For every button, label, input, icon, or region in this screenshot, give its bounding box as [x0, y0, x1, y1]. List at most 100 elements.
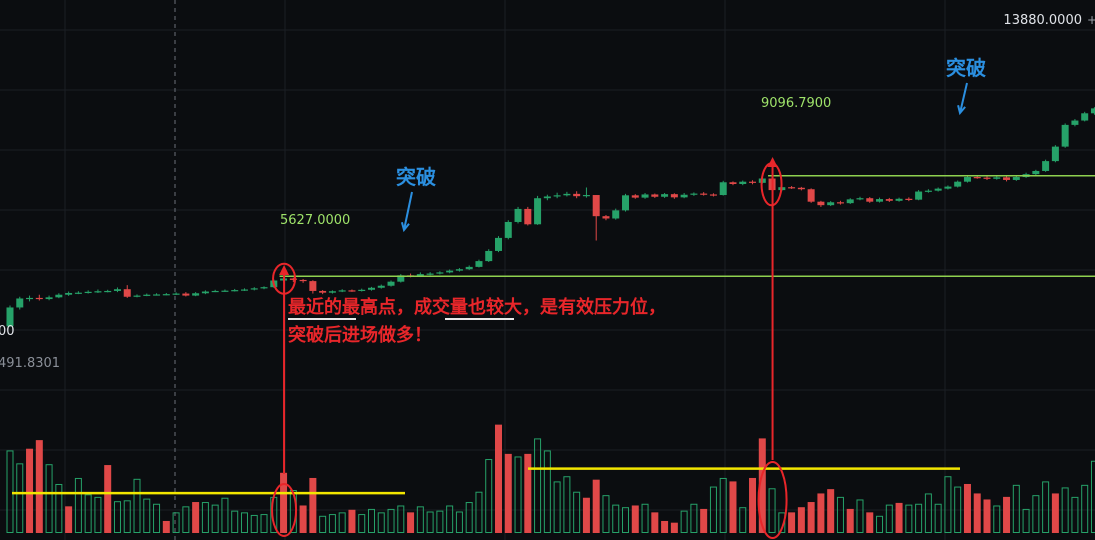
volume-bar	[26, 448, 34, 533]
left-price-label-2: 491.8301	[0, 356, 60, 371]
breakout-label-2: 突破	[946, 56, 986, 80]
volume-bar	[582, 497, 590, 533]
candle-body	[582, 195, 590, 197]
candle-body	[514, 208, 522, 222]
volume-bar	[905, 504, 913, 533]
volume-bar	[231, 510, 239, 534]
candle-body	[74, 292, 82, 294]
candle-body	[905, 198, 913, 200]
volume-bar	[514, 456, 522, 533]
volume-bar	[367, 508, 375, 534]
breakout-arrow-1-head	[400, 222, 410, 233]
candle-body	[602, 216, 610, 219]
candle-body	[436, 272, 444, 274]
candle-body	[328, 291, 336, 293]
level-2-price-label: 9096.7900	[761, 96, 831, 111]
candle-body	[807, 189, 815, 202]
volume-bar	[661, 520, 669, 533]
candle-body	[123, 289, 131, 297]
candle-body	[534, 198, 542, 225]
candle-body	[153, 294, 161, 296]
volume-bar	[123, 500, 131, 534]
volume-bar	[485, 459, 493, 534]
candle-body	[1090, 108, 1095, 114]
candle-body	[573, 193, 581, 197]
candle-body	[6, 307, 14, 327]
volume-bar	[573, 491, 581, 533]
left-price-label-1: 00	[0, 324, 15, 339]
volume-bar	[104, 465, 112, 533]
volume-bar	[143, 498, 151, 534]
volume-bar	[426, 511, 434, 533]
candle-body	[338, 290, 346, 292]
candle-body	[446, 270, 454, 273]
candle-body	[387, 281, 395, 286]
candle-body	[113, 289, 121, 291]
volume-bar	[749, 477, 757, 533]
candle-body	[65, 292, 73, 295]
volume-bar	[885, 504, 893, 533]
candle-body	[641, 194, 649, 198]
candle-body	[104, 290, 112, 293]
candle-body	[700, 193, 708, 195]
candle-body	[622, 195, 630, 211]
volume-bar	[6, 450, 14, 533]
candle-body	[856, 198, 864, 200]
volume-bar	[700, 508, 708, 533]
candle-body	[465, 266, 473, 270]
candle-body	[416, 274, 424, 276]
candle-body	[876, 199, 884, 202]
candle-body	[84, 291, 92, 294]
volume-bar	[465, 502, 473, 534]
top-price-marker: +	[1087, 13, 1095, 27]
candle-body	[192, 293, 200, 296]
volume-bar	[1003, 496, 1011, 533]
volume-bar	[416, 506, 424, 533]
candle-body	[670, 194, 678, 198]
volume-bar	[1061, 487, 1069, 534]
volume-bar	[602, 495, 610, 534]
volume-bar	[719, 477, 727, 533]
volume-bar	[153, 503, 161, 534]
volume-bar	[954, 486, 962, 533]
volume-bar	[182, 506, 190, 533]
arrow-volume-to-price-2-head	[767, 157, 778, 167]
candle-body	[260, 287, 268, 289]
volume-bar	[309, 477, 317, 533]
volume-bar	[1071, 496, 1079, 534]
top-price-label: 13880.0000	[1003, 13, 1082, 28]
volume-bar	[534, 438, 542, 533]
candle-body	[631, 195, 639, 198]
highlight-ellipse-volume-2	[757, 461, 788, 539]
candle-body	[504, 221, 512, 238]
candle-body	[729, 182, 737, 185]
volume-bar	[74, 477, 82, 533]
candle-body	[1032, 170, 1040, 175]
volume-bar	[328, 514, 336, 534]
annotation-marks	[271, 82, 968, 539]
volume-bar	[475, 491, 483, 533]
volume-bar	[250, 514, 258, 534]
candle-body	[1061, 124, 1069, 147]
candle-body	[485, 250, 493, 262]
candle-body	[299, 279, 307, 282]
candle-body	[739, 181, 747, 185]
volume-bar	[260, 514, 268, 534]
volume-bar	[670, 522, 678, 533]
candle-body	[231, 290, 239, 292]
candle-body	[846, 199, 854, 204]
candle-body	[924, 190, 932, 192]
candle-body	[827, 202, 835, 206]
candle-body	[963, 177, 971, 182]
volume-bar	[133, 478, 141, 534]
annotation-mid: 最高点，	[342, 296, 414, 318]
volume-bar	[709, 486, 717, 533]
candle-body	[680, 194, 688, 198]
volume-bar	[836, 496, 844, 534]
candle-body	[866, 198, 874, 202]
annotation-end: 也较大，是有效压力位，	[468, 296, 666, 318]
highlight-ellipse-volume-1	[271, 483, 298, 537]
volume-bar	[543, 450, 551, 533]
level-1-price-label: 5627.0000	[280, 213, 350, 228]
candle-body	[172, 293, 180, 295]
